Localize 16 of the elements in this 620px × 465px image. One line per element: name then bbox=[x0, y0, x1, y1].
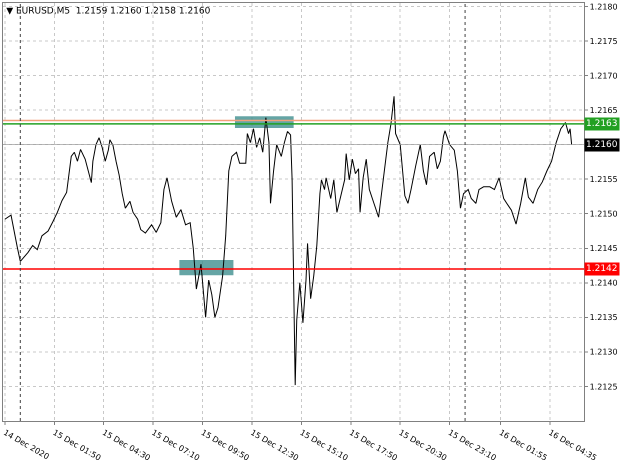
ref-line-label: 1.2160 bbox=[586, 140, 618, 150]
y-tick-label: 1.2135 bbox=[590, 313, 618, 322]
y-tick-label: 1.2140 bbox=[590, 278, 618, 288]
y-tick-label: 1.2125 bbox=[590, 382, 618, 392]
y-tick-label: 1.2155 bbox=[590, 174, 618, 184]
ref-line-label: 1.2142 bbox=[586, 264, 618, 274]
y-tick-label: 1.2150 bbox=[590, 210, 618, 219]
y-tick-label: 1.2170 bbox=[590, 71, 618, 80]
line-series bbox=[4, 96, 572, 386]
y-tick-label: 1.2175 bbox=[590, 36, 618, 46]
y-tick-label: 1.2130 bbox=[590, 348, 618, 357]
y-tick-label: 1.2165 bbox=[590, 106, 618, 115]
y-tick-label: 1.2180 bbox=[590, 2, 618, 12]
y-tick-label: 1.2145 bbox=[590, 244, 618, 254]
chart-title: ▼ EURUSD,M5 1.2159 1.2160 1.2158 1.2160 bbox=[6, 6, 211, 16]
ref-line-label: 1.2163 bbox=[586, 119, 618, 129]
